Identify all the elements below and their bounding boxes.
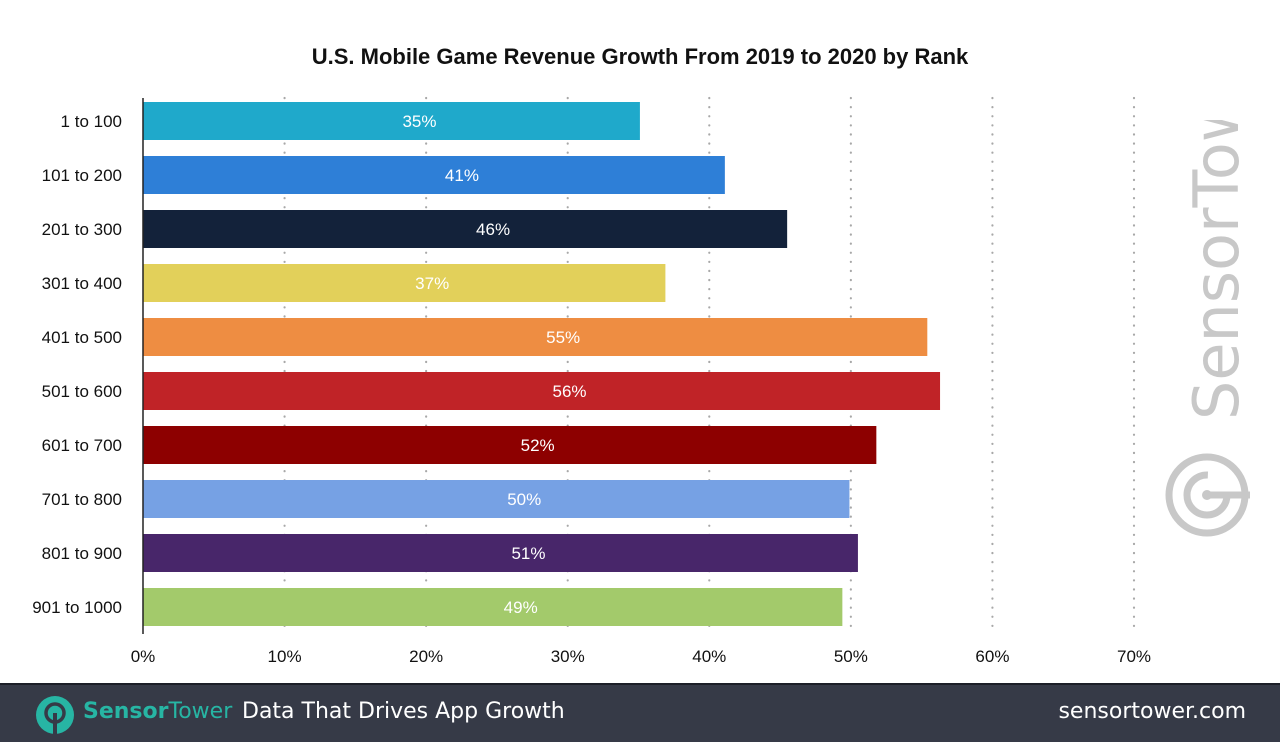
category-label: 1 to 100 [61, 112, 122, 131]
bar [143, 318, 928, 356]
data-label: 35% [402, 112, 436, 131]
footer: SensorTower Data That Drives App Growth … [0, 683, 1280, 742]
data-label: 55% [546, 328, 580, 347]
bar [143, 426, 877, 464]
bar [143, 588, 843, 626]
data-label: 49% [504, 598, 538, 617]
x-tick-label: 70% [1117, 647, 1151, 666]
x-tick-label: 40% [692, 647, 726, 666]
x-tick-label: 10% [268, 647, 302, 666]
x-tick-label: 60% [975, 647, 1009, 666]
category-label: 501 to 600 [42, 382, 122, 401]
bar [143, 534, 858, 572]
data-label: 52% [521, 436, 555, 455]
category-label: 801 to 900 [42, 544, 122, 563]
x-tick-label: 30% [551, 647, 585, 666]
data-label: 46% [476, 220, 510, 239]
x-tick-labels: 0% 10% 20% 30% 40% 50% 60% 70% [131, 647, 1151, 666]
x-tick-label: 0% [131, 647, 156, 666]
category-label: 701 to 800 [42, 490, 122, 509]
category-labels: 1 to 100 101 to 200 201 to 300 301 to 400 40… [32, 112, 122, 617]
bars: 35% 41% 46% 37% 55% 56% 52% 50% 51% 49% [143, 102, 941, 626]
data-label: 51% [511, 544, 545, 563]
chart-title: U.S. Mobile Game Revenue Growth From 201… [311, 44, 969, 69]
category-label: 201 to 300 [42, 220, 122, 239]
data-label: 50% [507, 490, 541, 509]
category-label: 901 to 1000 [32, 598, 122, 617]
watermark-text: SensorTower [1180, 120, 1250, 420]
category-label: 101 to 200 [42, 166, 122, 185]
bar [143, 480, 850, 518]
brand-logo-text: SensorTower [83, 699, 232, 724]
brand-sensor: Sensor [83, 699, 169, 724]
x-tick-label: 50% [834, 647, 868, 666]
tagline: Data That Drives App Growth [242, 699, 565, 724]
data-label: 37% [415, 274, 449, 293]
brand-tower: Tower [168, 699, 233, 724]
bar [143, 210, 788, 248]
bar [143, 372, 941, 410]
category-label: 301 to 400 [42, 274, 122, 293]
sensortower-logo-icon [36, 696, 74, 734]
bar [143, 264, 666, 302]
x-tick-label: 20% [409, 647, 443, 666]
data-label: 41% [445, 166, 479, 185]
category-label: 401 to 500 [42, 328, 122, 347]
bar [143, 156, 725, 194]
bar [143, 102, 640, 140]
data-label: 56% [553, 382, 587, 401]
sensortower-watermark: SensorTower [1165, 120, 1250, 537]
category-label: 601 to 700 [42, 436, 122, 455]
bar-chart: 35%41%46%37%55%56%52%50%51%49% 1 to 1001… [32, 96, 1151, 666]
website-url: sensortower.com [1058, 699, 1246, 724]
